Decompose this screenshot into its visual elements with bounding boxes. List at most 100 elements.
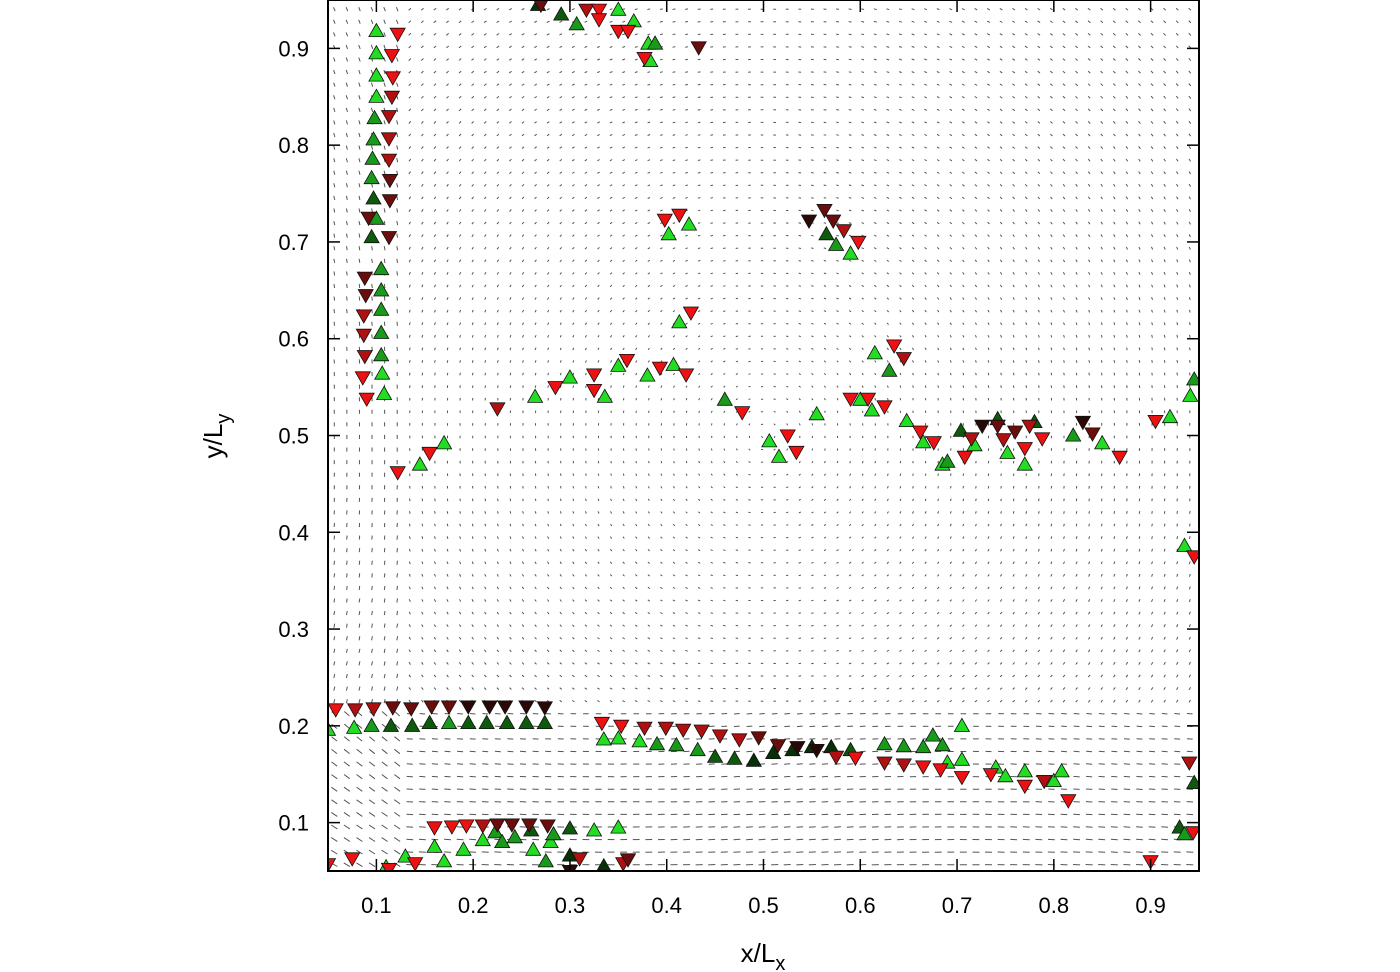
- triangle-down-point: [355, 309, 372, 324]
- triangle-up-point: [1176, 537, 1193, 552]
- triangle-down-point: [677, 368, 695, 383]
- triangle-up-point: [435, 852, 453, 868]
- triangle-down-point: [481, 700, 498, 715]
- triangle-down-point: [1111, 450, 1128, 466]
- axis-ticks: 0.1 0.2 0.3 0.4 0.5 0.6 0.7 0.8 0.9 0.1 0.2 0.3 0.4 0…: [278, 0, 1199, 918]
- triangle-down-point: [344, 852, 361, 867]
- triangle-down-point: [357, 289, 374, 304]
- triangle-up-point: [1186, 371, 1199, 386]
- triangle-down-point: [876, 756, 893, 771]
- y-tick-label: 0.5: [278, 424, 309, 449]
- triangle-down-point: [1016, 442, 1033, 457]
- y-tick-label: 0.9: [278, 36, 309, 61]
- triangle-up-point: [373, 281, 390, 297]
- triangle-down-point: [536, 701, 553, 716]
- triangle-up-point: [568, 15, 585, 31]
- triangle-up-point: [561, 820, 579, 835]
- triangle-down-point: [989, 419, 1006, 435]
- triangle-down-point: [403, 702, 420, 717]
- triangle-up-point: [876, 735, 893, 751]
- x-tick-label: 0.5: [748, 893, 779, 918]
- triangle-down-point: [619, 24, 637, 40]
- triangle-down-point: [384, 701, 401, 716]
- triangle-down-point: [328, 858, 337, 871]
- triangle-up-point: [365, 190, 382, 205]
- triangle-up-point: [368, 44, 385, 60]
- triangle-down-point: [358, 392, 375, 408]
- triangle-up-point: [364, 150, 381, 165]
- triangle-down-point: [1185, 826, 1199, 841]
- triangle-down-point: [690, 41, 707, 56]
- triangle-down-point: [356, 271, 373, 287]
- triangle-down-point: [489, 402, 506, 417]
- triangle-up-point: [368, 67, 385, 82]
- triangle-down-point: [656, 213, 673, 229]
- x-tick-label: 0.9: [1135, 893, 1166, 918]
- triangle-down-point: [426, 821, 443, 836]
- triangle-down-point: [734, 406, 751, 421]
- triangle-down-point: [779, 429, 796, 444]
- triangle-up-point: [866, 344, 883, 360]
- triangle-down-point: [682, 306, 700, 321]
- triangle-down-point: [912, 425, 929, 440]
- triangle-down-point: [995, 433, 1012, 448]
- triangle-up-point: [596, 388, 613, 403]
- triangle-up-point: [382, 717, 400, 732]
- triangle-down-point: [750, 731, 767, 746]
- triangle-down-point: [380, 132, 398, 147]
- triangle-up-point: [631, 732, 648, 748]
- triangle-down-point: [671, 208, 688, 224]
- triangle-down-point: [963, 432, 980, 447]
- triangle-up-point: [1045, 772, 1062, 787]
- triangle-up-point: [639, 367, 656, 382]
- triangle-up-point: [1053, 762, 1070, 778]
- triangle-down-point: [355, 328, 372, 344]
- triangle-down-point: [835, 224, 852, 239]
- triangle-up-point: [997, 767, 1014, 783]
- triangle-down-point: [953, 771, 971, 786]
- triangle-up-point: [373, 346, 390, 362]
- triangle-up-point: [726, 750, 743, 765]
- x-tick-label: 0.3: [555, 893, 586, 918]
- triangle-down-point: [539, 819, 556, 834]
- triangle-up-point: [671, 313, 688, 329]
- triangle-up-point: [881, 362, 898, 377]
- triangle-up-point: [498, 714, 516, 729]
- triangle-down-point: [915, 760, 932, 775]
- triangle-up-point: [596, 857, 612, 871]
- triangle-down-point: [380, 110, 398, 125]
- triangle-down-point: [354, 371, 371, 386]
- triangle-up-point: [895, 737, 912, 753]
- triangle-down-point: [808, 744, 825, 759]
- y-tick-label: 0.3: [278, 617, 309, 642]
- triangle-down-point: [1021, 419, 1038, 435]
- triangle-up-point: [610, 819, 627, 834]
- triangle-down-point: [380, 153, 398, 169]
- triangle-down-point: [533, 0, 549, 14]
- y-tick-label: 0.7: [278, 230, 309, 255]
- triangle-down-point: [895, 352, 912, 367]
- triangle-up-point: [455, 841, 472, 856]
- x-axis-label: x/Lx: [741, 938, 786, 972]
- triangle-up-point: [525, 841, 542, 856]
- triangle-down-point: [328, 703, 344, 718]
- triangle-down-point: [651, 361, 669, 377]
- triangle-down-point: [1147, 414, 1164, 430]
- triangle-down-point: [827, 750, 845, 766]
- triangle-up-point: [345, 719, 363, 734]
- triangle-down-point: [636, 721, 653, 737]
- triangle-up-point: [536, 714, 553, 729]
- triangle-up-point: [863, 401, 881, 417]
- y-tick-label: 0.8: [278, 133, 309, 158]
- triangle-up-point: [561, 369, 579, 384]
- triangle-down-point: [383, 90, 401, 106]
- triangle-up-point: [426, 838, 443, 853]
- triangle-up-point: [328, 721, 337, 736]
- triangle-up-point: [1094, 434, 1111, 450]
- triangle-down-point: [842, 392, 859, 408]
- triangle-up-point: [487, 823, 504, 839]
- triangle-down-point: [1084, 427, 1101, 442]
- triangle-down-point: [974, 419, 991, 435]
- triangle-up-point: [610, 730, 627, 745]
- triangle-down-point: [932, 763, 949, 778]
